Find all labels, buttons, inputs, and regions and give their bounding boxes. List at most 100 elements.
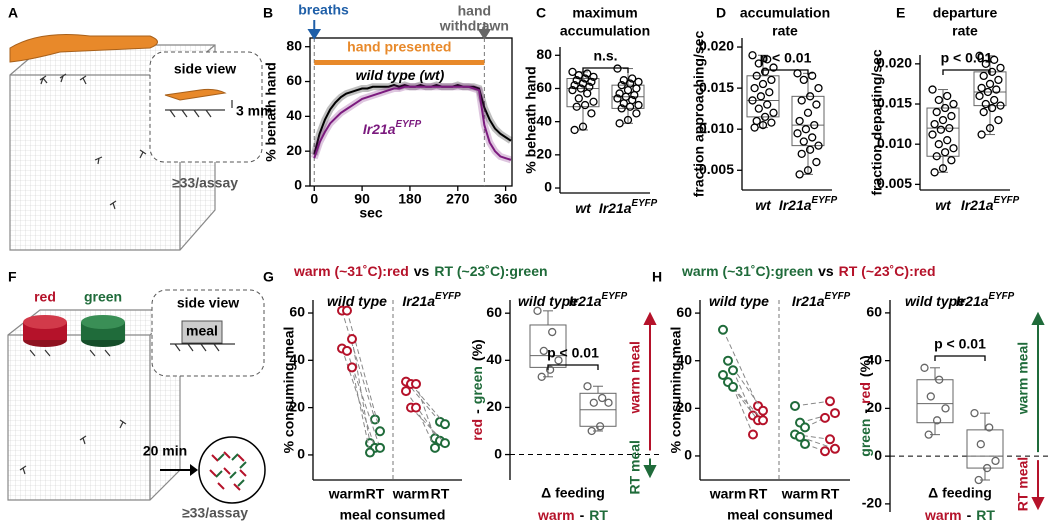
y-axis-label: fraction departing/sec [869,49,885,195]
box [966,429,1004,469]
significance-bracket [547,364,599,370]
y-axis-label: fraction approaching/sec [691,31,707,198]
y-tick-label: 0 [294,177,302,193]
point [572,102,581,111]
point [947,111,956,121]
y-tick-label: 40 [866,351,882,367]
box [916,379,954,424]
breaths-label: breaths [298,2,349,18]
rt-point [375,442,385,453]
point [615,119,624,128]
rt-point [820,446,830,457]
x-axis-label: warm - RT [924,507,995,523]
y-tick-label: 80 [536,46,552,62]
point [572,76,581,85]
point [991,456,1000,466]
point [996,101,1005,110]
warm-point [790,400,800,411]
significance-bracket [582,67,629,73]
y-tick-label: 60 [536,79,552,95]
rt-point [758,405,768,416]
cup-label: red [34,289,56,305]
pair-line [722,329,759,407]
panel-label: side view [174,61,236,77]
x-tick-label-text: wt [755,197,772,213]
series-label: wild type (wt) [356,67,445,83]
y-tick-label: 60 [676,304,692,320]
y-axis-label: % beheath hand [523,66,539,173]
group-label-sup: EYFP [435,291,461,302]
point [932,152,941,161]
warm-point [342,345,352,356]
point [767,118,776,127]
point [574,71,583,80]
point [630,90,639,100]
rt-point [825,434,835,445]
y-tick-label: 0.005 [699,161,734,177]
y-tick-label: 60 [286,72,302,88]
group-label: wild type [709,293,769,309]
point [920,363,929,372]
x-axis-label: meal consumed [340,507,446,523]
y-axis-label-part: - [469,409,485,414]
point [795,170,804,179]
point [926,392,935,401]
chart-title-part: RT (~23˚C):red [839,263,936,279]
point [765,88,774,97]
group-label-text: Ir21a [956,293,989,309]
warm-point [800,422,810,433]
y-tick-label: 20 [289,398,305,414]
point [814,141,823,150]
point [587,109,596,118]
group-label: Ir21aEYFP [956,291,1015,309]
pair-line [341,310,376,420]
x-tick-label: 360 [494,191,518,207]
panel-letter: E [896,5,905,21]
point [812,157,821,167]
group-label: Ir21aEYFP [569,291,628,309]
significance-label: p < 0.01 [760,50,812,66]
group-label-text: wild type [905,293,965,309]
y-tick-label: 60 [289,304,305,320]
point [970,409,979,418]
x-axis-label-part: warm [537,507,575,523]
y-axis-label-part: green [469,366,485,404]
y-axis-label: green - red (%) [857,355,873,456]
x-axis-label-part: RT [589,507,608,523]
point [576,84,586,93]
rt-arrow [643,458,657,479]
pair-line [351,367,371,453]
group-label-text: Ir21a [792,293,825,309]
point [619,76,628,85]
point [617,81,626,90]
pair-line [732,386,754,435]
x-tick-label: warm [709,486,747,502]
pair-line [799,436,836,450]
distance-label: 3 mm [236,103,273,119]
group-label-sup: EYFP [989,291,1015,302]
y-tick-label: -20 [862,495,882,511]
point [977,130,986,139]
point [619,99,628,108]
withdrawn-label: hand [458,3,491,19]
point [936,125,946,134]
side-view-a [149,51,263,163]
y-axis-label-part: red [469,419,485,441]
point [990,55,999,64]
group-label: Ir21aEYFP [402,291,461,309]
point [975,51,984,60]
point [760,67,770,76]
point [979,71,988,81]
chart-title: rate [952,23,978,39]
y-tick-label: 40 [289,351,305,367]
point [748,96,757,105]
x-tick-label-sup: EYFP [994,195,1020,206]
count-label: ≥33/assay [182,505,248,521]
point [924,430,933,439]
point [763,100,772,109]
y-axis-label-part: green [857,419,873,457]
breaths-arrow [307,20,322,40]
point [589,398,598,407]
point [758,79,768,89]
warm-point [718,370,728,380]
